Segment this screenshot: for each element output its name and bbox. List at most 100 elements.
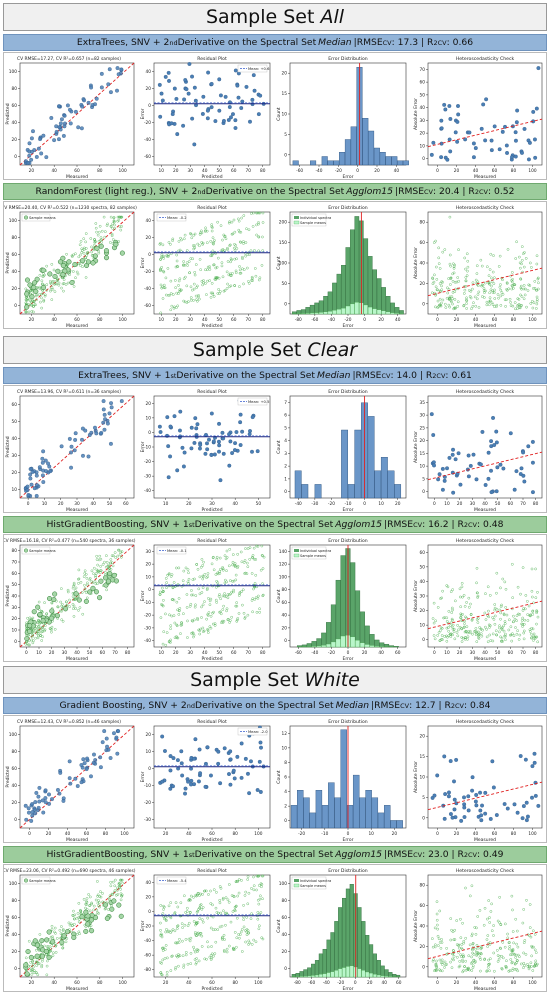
data-point xyxy=(88,904,92,907)
abs-error-point xyxy=(458,964,462,968)
abs-error-point xyxy=(470,932,474,936)
abs-error-point xyxy=(531,627,535,631)
legend-label: Mean: -5.4 xyxy=(167,879,187,883)
abs-error-point xyxy=(471,964,475,968)
residual-point xyxy=(172,306,176,310)
abs-error-point xyxy=(532,929,535,933)
residual-point xyxy=(161,285,164,289)
data-point xyxy=(54,951,58,954)
data-point xyxy=(115,886,119,890)
abs-error-point xyxy=(474,960,477,963)
sample-mean-point xyxy=(105,578,112,584)
residual-point xyxy=(220,430,225,435)
sample-mean-point xyxy=(43,948,49,954)
data-point xyxy=(99,565,102,568)
sample-mean-point xyxy=(92,915,99,921)
residual-point xyxy=(205,441,209,446)
residual-point xyxy=(184,911,187,914)
y-tick-label: 50 xyxy=(420,92,426,98)
sample-mean-point xyxy=(98,578,104,584)
residual-point xyxy=(249,759,253,764)
histogram-bar xyxy=(305,307,311,315)
residual-point xyxy=(239,775,244,780)
residual-point xyxy=(210,254,214,258)
abs-error-point xyxy=(505,806,510,811)
abs-error-point xyxy=(496,954,500,957)
data-point xyxy=(38,285,41,289)
data-point xyxy=(85,756,90,761)
residual-point xyxy=(252,938,256,942)
y-tick-label: 0 xyxy=(148,252,151,258)
residual-point xyxy=(159,283,163,287)
y-tick-label: 10 xyxy=(146,749,152,755)
abs-error-point xyxy=(486,265,489,269)
residual-point xyxy=(222,568,225,572)
residual-point xyxy=(175,468,180,473)
abs-error-point xyxy=(477,630,480,634)
residual-point xyxy=(242,240,245,243)
residual-point xyxy=(188,939,192,943)
abs-error-point xyxy=(480,634,484,638)
y-tick-label: 70 xyxy=(12,560,18,566)
residual-point xyxy=(175,253,178,257)
legend-marker xyxy=(24,878,29,883)
residual-point xyxy=(261,235,264,239)
data-point xyxy=(45,973,49,977)
residual-point xyxy=(185,301,189,304)
abs-error-point xyxy=(430,291,434,295)
abs-error-point xyxy=(513,130,518,135)
histogram-bar xyxy=(326,939,331,978)
data-point xyxy=(98,765,103,770)
abs-error-point xyxy=(440,634,444,637)
abs-error-point xyxy=(461,970,464,974)
data-point xyxy=(37,600,41,604)
y-tick-label: 2 xyxy=(284,804,287,810)
abs-error-point xyxy=(443,107,448,112)
residual-point xyxy=(221,451,226,456)
data-point xyxy=(28,472,33,477)
sample-mean-point xyxy=(49,608,55,614)
histogram-bar xyxy=(345,888,350,978)
residual-point xyxy=(182,963,186,967)
residual-point xyxy=(246,565,250,568)
data-point xyxy=(98,230,101,234)
x-axis-label: Error xyxy=(343,174,354,179)
histogram-bar xyxy=(299,971,304,978)
residual-point xyxy=(239,106,244,110)
data-point xyxy=(37,618,40,622)
abs-error-point xyxy=(499,635,502,639)
data-point xyxy=(112,731,116,736)
abs-error-point xyxy=(464,959,467,963)
histogram-bar xyxy=(384,969,389,978)
abs-error-point xyxy=(475,640,479,643)
sample-mean-point xyxy=(92,253,98,259)
data-point xyxy=(45,264,48,268)
data-point xyxy=(90,245,93,249)
y-axis-label: Count xyxy=(276,770,282,784)
residual-point xyxy=(242,214,246,217)
data-point xyxy=(26,298,29,302)
residual-point xyxy=(207,611,211,614)
abs-error-point xyxy=(451,957,454,961)
y-tick-label: 20 xyxy=(12,137,18,143)
data-point xyxy=(94,222,98,225)
residual-point xyxy=(179,761,184,766)
abs-error-point xyxy=(530,954,533,958)
model-title-part: Derivative on the Spectral Set xyxy=(177,37,317,48)
residual-point xyxy=(261,554,264,558)
abs-error-point xyxy=(504,964,507,968)
abs-error-point xyxy=(511,960,514,964)
data-point xyxy=(34,636,37,640)
residual-point xyxy=(192,945,195,949)
data-point xyxy=(65,103,70,108)
data-point xyxy=(48,627,52,630)
residual-point xyxy=(187,937,191,941)
abs-error-point xyxy=(486,917,489,921)
data-point xyxy=(111,222,115,226)
residual-point xyxy=(237,228,241,232)
data-point xyxy=(35,298,38,301)
data-point xyxy=(72,584,75,588)
data-point xyxy=(85,903,88,906)
abs-error-point xyxy=(522,284,526,287)
